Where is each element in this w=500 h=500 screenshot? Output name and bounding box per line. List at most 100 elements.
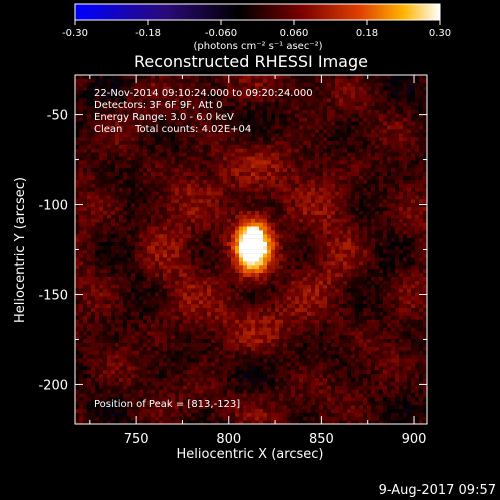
heatmap-cell xyxy=(107,377,112,383)
heatmap-cell xyxy=(231,218,236,223)
heatmap-cell xyxy=(143,397,148,402)
heatmap-cell xyxy=(283,370,288,375)
heatmap-cell xyxy=(135,269,140,274)
heatmap-cell xyxy=(147,339,152,344)
heatmap-cell xyxy=(119,214,124,219)
heatmap-cell xyxy=(99,144,104,149)
heatmap-cell xyxy=(75,288,80,293)
heatmap-cell xyxy=(95,300,100,305)
heatmap-cell xyxy=(283,296,288,301)
heatmap-cell xyxy=(123,125,128,130)
heatmap-cell xyxy=(183,238,188,243)
heatmap-cell xyxy=(111,75,116,80)
heatmap-cell xyxy=(123,75,128,80)
heatmap-cell xyxy=(87,370,92,375)
heatmap-cell xyxy=(191,113,196,118)
heatmap-cell xyxy=(235,210,240,215)
heatmap-cell xyxy=(235,374,240,379)
heatmap-cell xyxy=(227,261,232,266)
heatmap-cell xyxy=(131,172,136,177)
heatmap-cell xyxy=(267,141,272,146)
heatmap-cell xyxy=(95,362,100,367)
heatmap-cell xyxy=(183,405,188,410)
heatmap-cell xyxy=(283,273,288,278)
heatmap-cell xyxy=(211,327,216,332)
heatmap-cell xyxy=(275,230,280,235)
heatmap-cell xyxy=(203,339,208,344)
heatmap-cell xyxy=(215,343,220,348)
heatmap-cell xyxy=(115,304,120,309)
heatmap-cell xyxy=(199,78,204,83)
heatmap-cell xyxy=(103,113,108,118)
heatmap-cell xyxy=(251,249,256,254)
heatmap-cell xyxy=(295,109,300,115)
heatmap-cell xyxy=(91,238,96,243)
heatmap-cell xyxy=(283,381,288,386)
heatmap-cell xyxy=(175,109,180,115)
heatmap-cell xyxy=(139,242,144,247)
heatmap-cell xyxy=(103,420,108,424)
heatmap-cell xyxy=(243,265,248,270)
heatmap-cell xyxy=(115,416,120,421)
heatmap-cell xyxy=(155,94,160,99)
heatmap-cell xyxy=(251,137,256,142)
heatmap-cell xyxy=(107,393,112,398)
heatmap-cell xyxy=(247,160,252,165)
heatmap-cell xyxy=(163,195,168,200)
heatmap-cell xyxy=(223,354,228,359)
heatmap-cell xyxy=(107,109,112,115)
heatmap-cell xyxy=(143,164,148,169)
heatmap-cell xyxy=(195,82,200,87)
heatmap-cell xyxy=(147,374,152,379)
heatmap-cell xyxy=(143,385,148,390)
heatmap-cell xyxy=(83,113,88,118)
heatmap-cell xyxy=(291,261,296,266)
heatmap-cell xyxy=(283,191,288,196)
heatmap-cell xyxy=(111,304,116,309)
heatmap-cell xyxy=(211,218,216,223)
heatmap-cell xyxy=(227,175,232,181)
heatmap-cell xyxy=(167,86,172,91)
heatmap-cell xyxy=(287,121,292,126)
heatmap-cell xyxy=(83,86,88,91)
heatmap-cell xyxy=(227,125,232,130)
heatmap-cell xyxy=(219,152,224,157)
heatmap-cell xyxy=(159,311,164,316)
heatmap-cell xyxy=(119,412,124,417)
heatmap-cell xyxy=(167,156,172,161)
heatmap-cell xyxy=(267,253,272,258)
heatmap-cell xyxy=(291,222,296,227)
heatmap-cell xyxy=(183,381,188,386)
heatmap-cell xyxy=(87,234,92,239)
heatmap-cell xyxy=(139,191,144,196)
heatmap-cell xyxy=(87,385,92,390)
heatmap-cell xyxy=(135,377,140,383)
heatmap-cell xyxy=(175,374,180,379)
heatmap-cell xyxy=(199,265,204,270)
heatmap-cell xyxy=(207,405,212,410)
heatmap-cell xyxy=(135,234,140,239)
heatmap-cell xyxy=(203,296,208,301)
heatmap-cell xyxy=(267,362,272,367)
heatmap-cell xyxy=(75,129,80,134)
heatmap-cell xyxy=(235,121,240,126)
heatmap-cell xyxy=(187,113,192,118)
heatmap-cell xyxy=(119,409,124,414)
heatmap-cell xyxy=(155,257,160,262)
heatmap-cell xyxy=(279,214,284,219)
heatmap-cell xyxy=(207,187,212,192)
heatmap-cell xyxy=(275,393,280,398)
heatmap-cell xyxy=(187,94,192,99)
heatmap-cell xyxy=(91,343,96,348)
heatmap-cell xyxy=(139,381,144,386)
heatmap-cell xyxy=(95,296,100,301)
heatmap-cell xyxy=(167,300,172,305)
heatmap-cell xyxy=(127,179,132,184)
heatmap-cell xyxy=(127,218,132,223)
heatmap-cell xyxy=(271,183,276,188)
heatmap-cell xyxy=(223,218,228,223)
heatmap-cell xyxy=(219,253,224,258)
heatmap-cell xyxy=(183,129,188,134)
heatmap-cell xyxy=(231,129,236,134)
heatmap-cell xyxy=(175,242,180,247)
